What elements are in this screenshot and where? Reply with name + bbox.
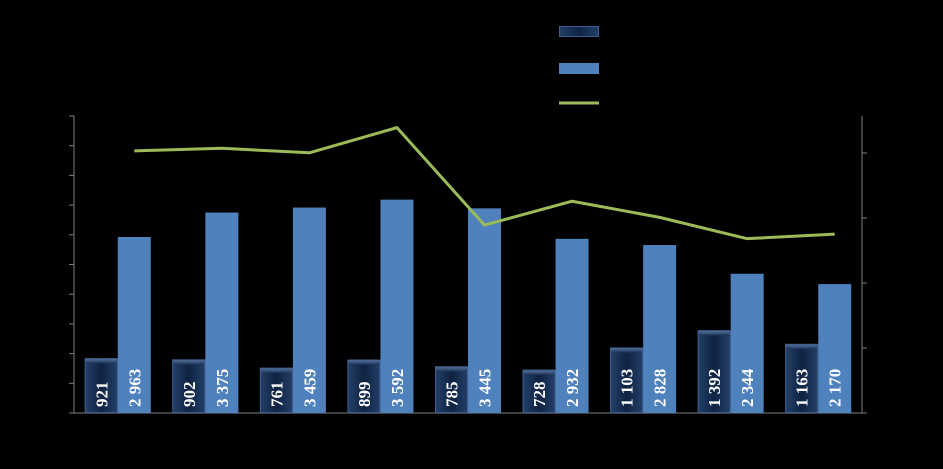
legend-swatch-series-1 [559,26,599,37]
chart-bars [84,199,852,414]
bar-series-2 [818,284,852,413]
bar-value-label: 2 170 [826,369,845,407]
bar-series-1 [259,367,293,413]
bar-series-2 [205,212,239,413]
bar-series-2 [117,236,151,413]
bar-series-2 [380,199,414,413]
bar-value-label: 2 344 [738,368,757,407]
bar-value-label: 902 [180,382,199,408]
bar-value-label: 3 445 [476,369,495,407]
bar-series-2 [468,208,501,413]
bar-value-label: 3 459 [300,369,319,407]
bar-value-label: 2 828 [651,369,670,407]
bar-value-labels: 921 2 963 902 3 375 761 3 459 899 3 592 785 3 445… [92,368,844,407]
bar-value-label: 761 [267,382,286,408]
bar-value-label: 899 [355,382,374,408]
line-series-3 [134,126,835,241]
chart-line-series [134,126,835,241]
bar-value-label: 3 375 [213,369,232,407]
bar-series-2 [730,273,764,413]
bar-series-2 [292,207,326,413]
bar-series-1 [347,359,381,413]
bar-value-label: 2 932 [563,369,582,407]
bar-value-label: 1 392 [705,369,724,407]
chart-legend [559,26,599,105]
bar-series-2 [555,238,589,413]
bar-series-1 [610,347,644,414]
bar-value-label: 728 [530,382,549,408]
bar-series-1 [172,359,206,414]
bar-value-label: 1 103 [618,369,637,407]
bar-series-1 [522,369,556,414]
bar-series-1 [697,330,731,413]
bar-value-label: 1 163 [793,369,812,407]
bar-value-label: 921 [92,382,111,408]
bar-series-1 [435,366,468,414]
bar-value-label: 2 963 [125,369,144,407]
bar-series-2 [643,245,677,413]
bar-value-label: 785 [443,382,462,408]
bar-series-1 [785,343,819,413]
bar-series-1 [84,358,118,414]
legend-swatch-series-2 [559,63,599,74]
bar-value-label: 3 592 [388,369,407,407]
